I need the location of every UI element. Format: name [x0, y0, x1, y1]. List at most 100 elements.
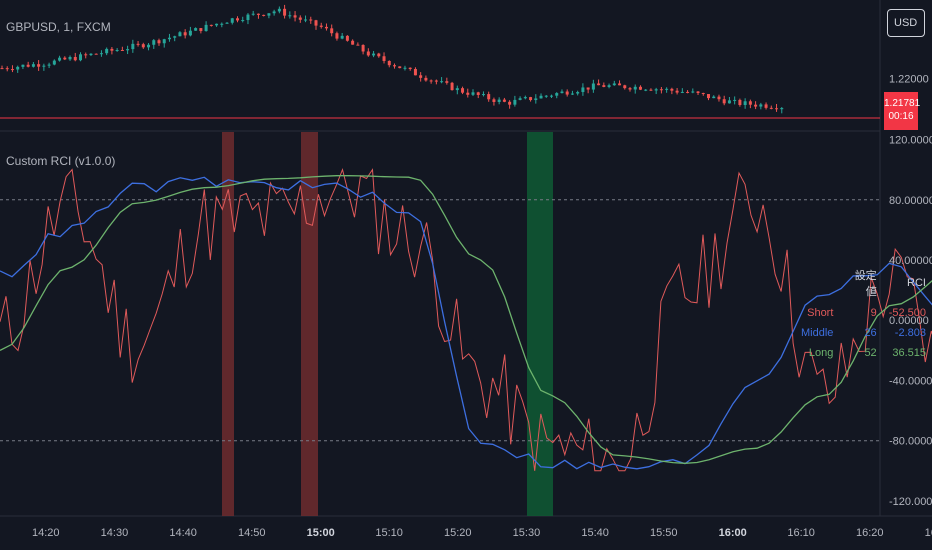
candle-body: [246, 14, 250, 21]
time-tick-label: 15:00: [307, 527, 335, 539]
candle-body: [267, 13, 271, 16]
legend-header-row: 設定値 RCI: [795, 263, 932, 303]
candle-body: [455, 88, 459, 91]
legend-name: Short: [807, 307, 834, 319]
candle-body: [544, 95, 548, 97]
candle-body: [576, 92, 580, 94]
candle-body: [570, 93, 574, 95]
time-tick-label: 16:30: [925, 527, 932, 539]
candle-body: [272, 11, 276, 14]
candle-body: [366, 51, 370, 56]
candle-body: [476, 92, 480, 95]
candle-body: [356, 44, 360, 46]
price-axis[interactable]: 1.22000: [889, 74, 929, 86]
candle-body: [37, 64, 41, 67]
candle-body: [434, 80, 438, 82]
candle-body: [251, 13, 255, 15]
candle-body: [555, 93, 559, 96]
rci-tick-label: -80.00000: [889, 436, 932, 448]
time-axis[interactable]: 14:20 14:30 14:40 14:50 15:00 15:10 15:20 15:30…: [32, 527, 932, 539]
signal-zones: [222, 132, 553, 516]
candle-body: [780, 108, 784, 110]
signal-zone: [527, 132, 553, 516]
candle-body: [743, 101, 747, 106]
candle-body: [188, 30, 192, 36]
rci-line-middle: [0, 176, 932, 470]
price-candles: [0, 4, 784, 114]
candle-body: [262, 14, 266, 16]
last-price-countdown: 00:16: [888, 111, 914, 122]
candle-body: [628, 88, 632, 90]
candle-body: [471, 92, 475, 95]
candle-body: [644, 89, 648, 91]
candle-body: [440, 81, 444, 83]
indicator-title[interactable]: Custom RCI (v1.0.0): [6, 154, 116, 168]
candle-body: [707, 94, 710, 99]
candle-body: [393, 65, 396, 67]
legend-row-short: Short 9 -52.500: [795, 303, 932, 323]
legend-row-long: Long 52 36.515: [795, 343, 932, 363]
time-tick-label: 15:30: [513, 527, 541, 539]
candle-body: [675, 90, 679, 93]
candle-body: [126, 49, 130, 51]
candle-body: [623, 85, 627, 89]
candle-body: [550, 95, 553, 97]
candle-body: [513, 99, 517, 105]
candle-body: [649, 89, 653, 91]
symbol-title[interactable]: GBPUSD, 1, FXCM: [6, 20, 111, 34]
candle-body: [256, 13, 260, 15]
candle-body: [178, 32, 182, 37]
candle-body: [236, 18, 239, 21]
time-tick-label: 14:30: [101, 527, 129, 539]
candle-body: [304, 19, 308, 21]
candle-body: [591, 83, 595, 90]
candle-body: [775, 108, 779, 110]
currency-button[interactable]: USD: [887, 9, 925, 37]
candle-body: [58, 57, 62, 61]
candle-body: [618, 83, 622, 86]
signal-zone: [222, 132, 234, 516]
candle-body: [131, 43, 135, 50]
rci-tick-label: 80.00000: [889, 195, 932, 207]
candle-body: [722, 99, 726, 104]
candle-body: [230, 18, 234, 23]
candle-body: [445, 81, 449, 83]
candle-body: [10, 69, 14, 71]
candle-body: [497, 99, 501, 102]
rci-tick-label: 40.00000: [889, 255, 932, 267]
candle-body: [686, 91, 690, 93]
candle-body: [764, 104, 768, 108]
candle-body: [157, 40, 161, 44]
candle-body: [293, 15, 297, 18]
candle-body: [84, 54, 88, 56]
legend-name: Middle: [801, 327, 834, 339]
candle-body: [215, 23, 219, 26]
candle-body: [565, 91, 569, 95]
rci-axis[interactable]: 120.00000 80.00000 40.00000 0.00000 -40.0000…: [889, 135, 932, 508]
candle-body: [372, 53, 376, 56]
candle-body: [717, 96, 721, 100]
last-price-badge: 1.21781 00:16: [884, 92, 920, 130]
legend-row-middle: Middle 26 -2.803: [795, 323, 932, 343]
candle-body: [586, 87, 590, 90]
candle-body: [94, 53, 98, 55]
candle-body: [16, 66, 20, 70]
candle-body: [654, 89, 658, 91]
candle-body: [277, 8, 281, 12]
candle-body: [408, 67, 412, 69]
candle-body: [136, 43, 140, 45]
candle-body: [466, 92, 470, 95]
candle-body: [63, 57, 67, 60]
candle-body: [560, 91, 564, 94]
candle-body: [429, 80, 433, 82]
candle-body: [152, 40, 156, 45]
candle-body: [523, 97, 527, 99]
candle-body: [120, 49, 124, 51]
candle-body: [115, 49, 119, 51]
candle-body: [298, 17, 302, 20]
candle-body: [612, 83, 616, 86]
candle-body: [602, 85, 606, 87]
candle-body: [141, 44, 145, 48]
time-tick-label: 14:50: [238, 527, 266, 539]
